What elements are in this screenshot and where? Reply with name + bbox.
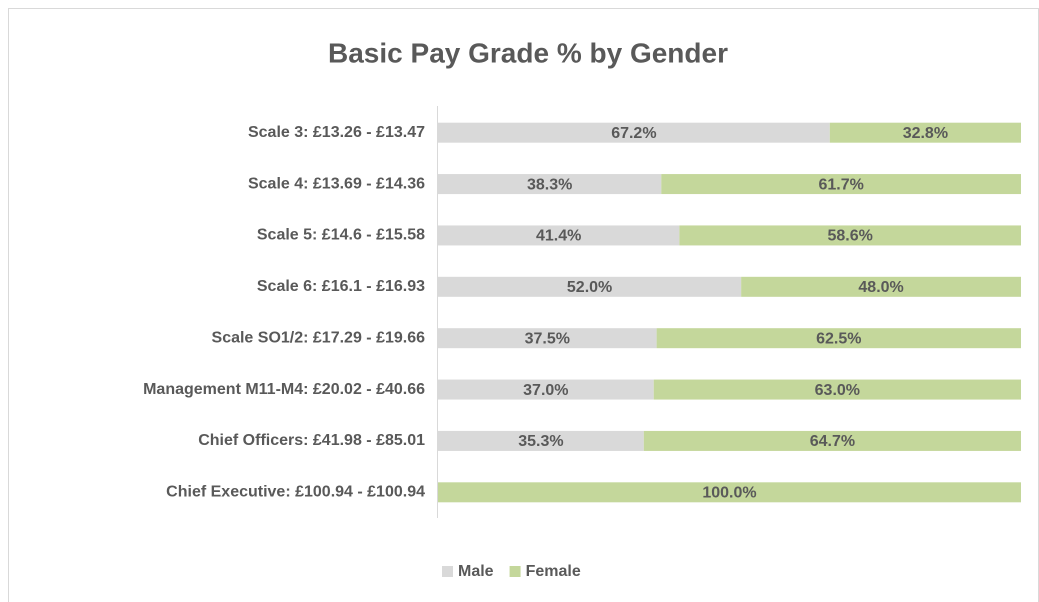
bar-segment bbox=[829, 122, 1021, 143]
bar-segment bbox=[653, 379, 1021, 400]
bar-segment bbox=[679, 225, 1021, 246]
category-label: Chief Officers: £41.98 - £85.01 bbox=[198, 432, 425, 449]
data-label: 64.7% bbox=[810, 433, 855, 450]
bar-segment bbox=[741, 276, 1021, 297]
bar-segment bbox=[438, 482, 1021, 503]
legend-swatch bbox=[442, 566, 453, 577]
data-label: 63.0% bbox=[815, 382, 860, 399]
category-label: Scale SO1/2: £17.29 - £19.66 bbox=[212, 329, 426, 346]
legend-swatch bbox=[509, 566, 521, 577]
category-label: Scale 3: £13.26 - £13.47 bbox=[248, 124, 425, 141]
data-label: 35.3% bbox=[518, 433, 563, 450]
data-label: 32.8% bbox=[903, 125, 948, 142]
data-label: 52.0% bbox=[567, 279, 612, 296]
data-label: 67.2% bbox=[611, 125, 656, 142]
category-label: Management M11-M4: £20.02 - £40.66 bbox=[143, 381, 425, 398]
data-label: 62.5% bbox=[816, 330, 861, 347]
bar-segment bbox=[438, 276, 742, 297]
bar-segment bbox=[438, 122, 830, 143]
data-label: 37.5% bbox=[525, 330, 570, 347]
bar-segment bbox=[438, 225, 680, 246]
bar-segment bbox=[438, 328, 657, 349]
bar-segment bbox=[656, 328, 1021, 349]
data-label: 48.0% bbox=[858, 279, 903, 296]
legend-label: Male bbox=[458, 563, 494, 580]
data-label: 37.0% bbox=[523, 382, 568, 399]
data-label: 58.6% bbox=[827, 228, 872, 245]
bar-segment bbox=[643, 430, 1021, 451]
data-label: 61.7% bbox=[818, 176, 863, 193]
data-label: 38.3% bbox=[527, 176, 572, 193]
data-label: 41.4% bbox=[536, 228, 581, 245]
legend-label: Female bbox=[526, 563, 581, 580]
bar-segment bbox=[438, 174, 662, 195]
bar-segment bbox=[438, 379, 654, 400]
chart-title: Basic Pay Grade % by Gender bbox=[328, 37, 728, 68]
category-label: Scale 6: £16.1 - £16.93 bbox=[257, 278, 425, 295]
category-label: Chief Executive: £100.94 - £100.94 bbox=[166, 484, 425, 501]
bar-segment bbox=[661, 174, 1021, 195]
bar-segment bbox=[438, 430, 644, 451]
category-label: Scale 5: £14.6 - £15.58 bbox=[257, 227, 425, 244]
chart-border bbox=[8, 8, 1039, 602]
category-label: Scale 4: £13.69 - £14.36 bbox=[248, 175, 425, 192]
data-label: 100.0% bbox=[702, 485, 756, 502]
